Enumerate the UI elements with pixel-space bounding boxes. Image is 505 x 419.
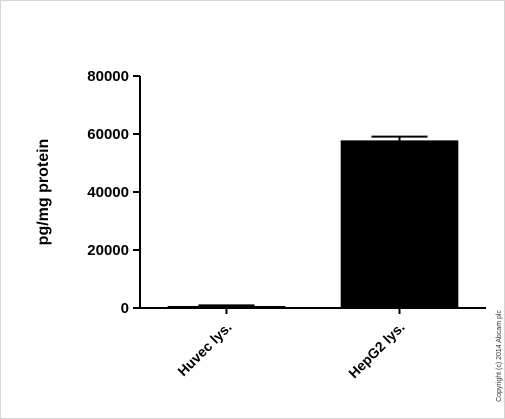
bar xyxy=(167,305,286,308)
x-axis: Huvec lys. HepG2 lys. xyxy=(140,307,486,381)
copyright-notice: Copyright (c) 2014 Abcam plc xyxy=(496,310,503,402)
x-tick-label: HepG2 lys. xyxy=(345,319,407,381)
y-tick-label: 40000 xyxy=(87,184,129,201)
y-tick-label: 0 xyxy=(121,300,129,317)
y-axis: 0 20000 40000 60000 80000 xyxy=(87,68,141,317)
x-tick-label: Huvec lys. xyxy=(174,319,234,379)
y-tick-label: 80000 xyxy=(87,68,129,85)
y-tick-label: 60000 xyxy=(87,126,129,143)
bar xyxy=(340,140,459,308)
y-tick-label: 20000 xyxy=(87,242,129,259)
bars xyxy=(167,135,459,308)
y-axis-title: pg/mg protein xyxy=(35,139,52,246)
